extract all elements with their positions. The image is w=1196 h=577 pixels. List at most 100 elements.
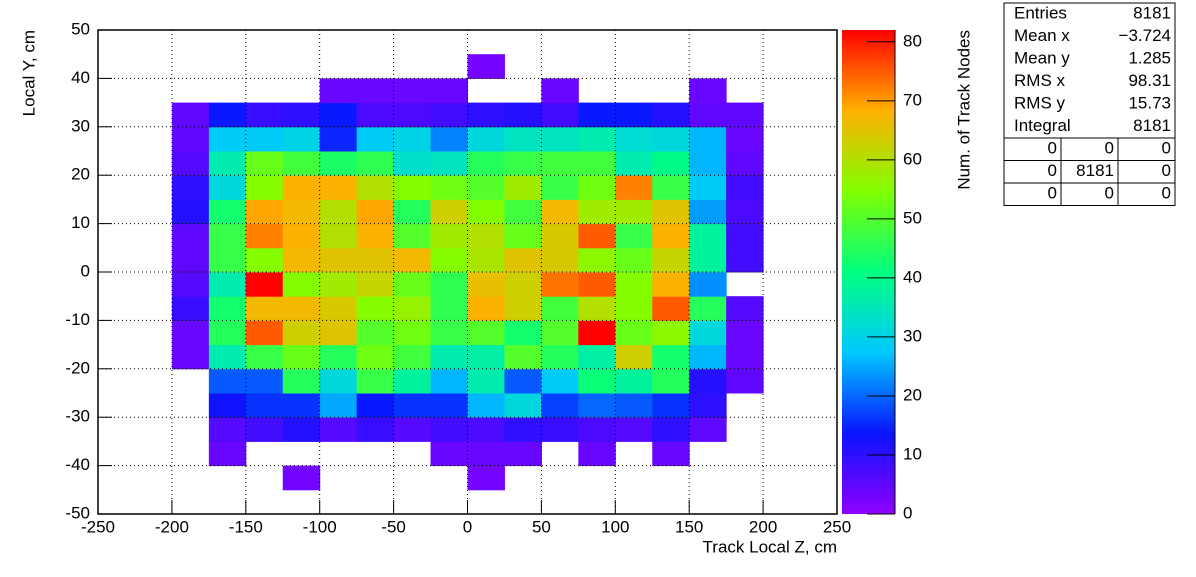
x-tick-label: 50 bbox=[532, 517, 551, 536]
heat-cell bbox=[541, 175, 579, 200]
heat-cell bbox=[652, 223, 690, 249]
heat-cell bbox=[615, 199, 653, 225]
heat-cell bbox=[282, 368, 321, 394]
heat-cell bbox=[208, 417, 247, 442]
heat-cell bbox=[541, 126, 579, 152]
heat-cell bbox=[208, 199, 247, 225]
heat-cell bbox=[615, 368, 653, 394]
heat-cell bbox=[245, 223, 284, 249]
heat-cell bbox=[282, 175, 321, 200]
stats-cell: 0 bbox=[1162, 139, 1171, 158]
heat-cell bbox=[319, 78, 358, 104]
heat-cell bbox=[430, 102, 468, 128]
heat-cell bbox=[245, 175, 284, 200]
heat-cell bbox=[578, 175, 616, 200]
heat-cell bbox=[356, 368, 395, 394]
heat-cell bbox=[504, 296, 542, 321]
heat-cell bbox=[615, 247, 653, 273]
heat-cell bbox=[467, 344, 505, 370]
heat-cell bbox=[467, 223, 505, 249]
heat-cell bbox=[393, 199, 432, 225]
heat-cell bbox=[245, 151, 284, 176]
z-tick-label: 0 bbox=[903, 503, 912, 522]
y-tick-label: 10 bbox=[71, 213, 90, 232]
heat-cell bbox=[393, 151, 432, 176]
heat-cell bbox=[356, 320, 395, 346]
heat-cell bbox=[208, 441, 247, 467]
x-axis-title: Track Local Z, cm bbox=[703, 537, 837, 556]
heat-cell bbox=[282, 151, 321, 176]
heat-cell bbox=[282, 247, 321, 273]
heat-cell bbox=[689, 320, 727, 346]
heat-cell bbox=[282, 223, 321, 249]
heat-cell bbox=[578, 368, 616, 394]
heat-cell bbox=[208, 344, 247, 370]
heat-cell bbox=[504, 151, 542, 176]
heat-cell bbox=[282, 417, 321, 442]
y-tick-label: 20 bbox=[71, 165, 90, 184]
stats-value: 1.285 bbox=[1128, 49, 1171, 68]
heat-cell bbox=[652, 320, 690, 346]
heat-cell bbox=[393, 296, 432, 321]
x-tick-label: 250 bbox=[823, 517, 851, 536]
heat-cell bbox=[578, 393, 616, 418]
x-tick-label: -200 bbox=[155, 517, 189, 536]
heat-cell bbox=[282, 296, 321, 321]
y-tick-label: -50 bbox=[65, 503, 90, 522]
heat-cell bbox=[430, 296, 468, 321]
heat-cell bbox=[467, 441, 505, 467]
heat-cell bbox=[615, 417, 653, 442]
stats-cell: 0 bbox=[1048, 139, 1057, 158]
heat-cell bbox=[467, 320, 505, 346]
heat-cell bbox=[430, 175, 468, 200]
heat-cell bbox=[467, 296, 505, 321]
heat-cell bbox=[356, 151, 395, 176]
heat-cell bbox=[171, 320, 210, 346]
heat-cell bbox=[578, 199, 616, 225]
stats-label: RMS y bbox=[1014, 94, 1066, 113]
heat-cell bbox=[393, 368, 432, 394]
stats-box bbox=[1003, 2, 1176, 206]
heat-cell bbox=[208, 368, 247, 394]
heat-cell bbox=[356, 102, 395, 128]
heat-cell bbox=[541, 368, 579, 394]
heat-cell bbox=[245, 368, 284, 394]
heat-cell bbox=[356, 199, 395, 225]
heat-cell bbox=[615, 126, 653, 152]
heat-cell bbox=[615, 102, 653, 128]
heat-cell bbox=[504, 223, 542, 249]
heat-cell bbox=[171, 102, 210, 128]
z-tick-label: 10 bbox=[903, 444, 922, 463]
heat-cell bbox=[245, 417, 284, 442]
heat-cell bbox=[393, 344, 432, 370]
heat-cell bbox=[504, 320, 542, 346]
heat-cell bbox=[430, 199, 468, 225]
heat-cell bbox=[356, 78, 395, 104]
z-tick-label: 80 bbox=[903, 31, 922, 50]
y-tick-label: -40 bbox=[65, 455, 90, 474]
heat-cell bbox=[504, 102, 542, 128]
stats-value: 98.31 bbox=[1128, 71, 1171, 90]
heat-cell bbox=[356, 247, 395, 273]
heat-cell bbox=[578, 344, 616, 370]
heat-cell bbox=[356, 344, 395, 370]
heat-cell bbox=[171, 151, 210, 176]
heat-cell bbox=[319, 344, 358, 370]
heat-cell bbox=[652, 296, 690, 321]
heat-cell bbox=[393, 272, 432, 297]
stats-cell: 0 bbox=[1162, 161, 1171, 180]
heat-cell bbox=[393, 320, 432, 346]
x-tick-label: 0 bbox=[463, 517, 472, 536]
heat-cell bbox=[504, 417, 542, 442]
heat-cell bbox=[171, 296, 210, 321]
stats-label: RMS x bbox=[1014, 71, 1066, 90]
heat-cell bbox=[689, 344, 727, 370]
y-tick-label: 30 bbox=[71, 116, 90, 135]
stats-cell: 0 bbox=[1048, 184, 1057, 203]
heat-cell bbox=[578, 126, 616, 152]
heat-cell bbox=[615, 272, 653, 297]
heat-cell bbox=[245, 393, 284, 418]
heat-cell bbox=[726, 199, 764, 225]
x-tick-label: 200 bbox=[749, 517, 777, 536]
heat-cell bbox=[171, 272, 210, 297]
